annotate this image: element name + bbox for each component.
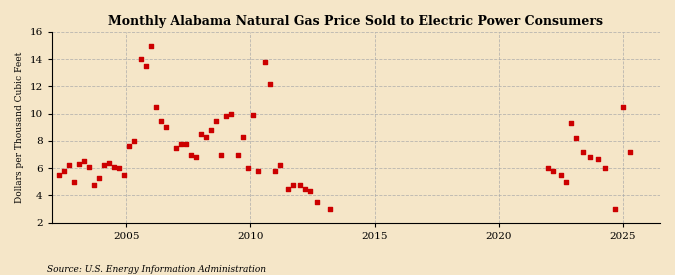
Point bbox=[176, 141, 186, 146]
Point bbox=[195, 132, 206, 136]
Point bbox=[118, 173, 129, 177]
Point bbox=[69, 180, 80, 184]
Point bbox=[325, 207, 335, 211]
Point bbox=[151, 105, 161, 109]
Point bbox=[141, 64, 152, 68]
Point bbox=[74, 162, 84, 166]
Point bbox=[94, 175, 105, 180]
Point bbox=[242, 166, 253, 170]
Point bbox=[161, 125, 171, 130]
Point bbox=[171, 145, 182, 150]
Point bbox=[600, 166, 611, 170]
Point bbox=[54, 173, 65, 177]
Point bbox=[200, 135, 211, 139]
Point bbox=[282, 186, 293, 191]
Point bbox=[548, 169, 559, 173]
Point bbox=[220, 114, 231, 119]
Point bbox=[233, 152, 244, 157]
Text: Source: U.S. Energy Information Administration: Source: U.S. Energy Information Administ… bbox=[47, 265, 266, 274]
Point bbox=[610, 207, 621, 211]
Point bbox=[205, 128, 216, 132]
Point bbox=[560, 180, 571, 184]
Point bbox=[59, 169, 70, 173]
Point bbox=[84, 165, 95, 169]
Title: Monthly Alabama Natural Gas Price Sold to Electric Power Consumers: Monthly Alabama Natural Gas Price Sold t… bbox=[109, 15, 603, 28]
Point bbox=[248, 113, 259, 117]
Point bbox=[103, 161, 114, 165]
Point bbox=[79, 159, 90, 164]
Point bbox=[312, 200, 323, 205]
Point bbox=[270, 169, 281, 173]
Point bbox=[215, 152, 226, 157]
Point bbox=[288, 182, 298, 187]
Point bbox=[113, 166, 124, 170]
Point bbox=[593, 156, 603, 161]
Point bbox=[136, 57, 146, 61]
Point bbox=[186, 152, 196, 157]
Point bbox=[304, 189, 315, 194]
Point bbox=[295, 182, 306, 187]
Point bbox=[565, 121, 576, 125]
Point bbox=[128, 139, 139, 143]
Point bbox=[64, 163, 75, 168]
Point bbox=[275, 163, 286, 168]
Point bbox=[578, 150, 589, 154]
Point bbox=[109, 165, 119, 169]
Point bbox=[146, 43, 157, 48]
Point bbox=[543, 166, 554, 170]
Point bbox=[180, 141, 191, 146]
Point bbox=[190, 155, 201, 160]
Point bbox=[99, 163, 109, 168]
Point bbox=[238, 135, 248, 139]
Point bbox=[252, 169, 263, 173]
Point bbox=[300, 186, 310, 191]
Point bbox=[265, 81, 275, 86]
Point bbox=[124, 144, 134, 148]
Point bbox=[585, 155, 596, 160]
Y-axis label: Dollars per Thousand Cubic Feet: Dollars per Thousand Cubic Feet bbox=[15, 52, 24, 203]
Point bbox=[618, 105, 628, 109]
Point bbox=[88, 182, 99, 187]
Point bbox=[570, 136, 581, 141]
Point bbox=[260, 60, 271, 64]
Point bbox=[225, 111, 236, 116]
Point bbox=[625, 150, 636, 154]
Point bbox=[556, 173, 566, 177]
Point bbox=[211, 118, 221, 123]
Point bbox=[156, 118, 167, 123]
